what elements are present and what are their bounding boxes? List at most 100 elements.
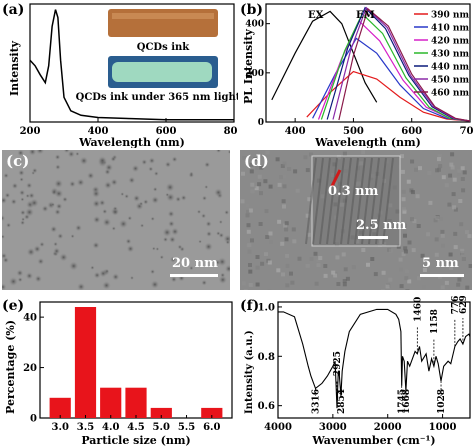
panel-e-bar: [150, 407, 172, 418]
panel-f-peak-label: 1028: [437, 389, 447, 414]
panel-e-ytick-label: 0: [30, 414, 37, 425]
panel-d-hrtem-image: (d) 0.3 nm 2.5 nm 5 nm: [240, 150, 472, 290]
panel-f-xticks: 4000 3000 2000 1000: [264, 414, 457, 433]
panel-b-ex-label: EX: [308, 10, 324, 21]
panel-f-peak-label: 1158: [430, 309, 440, 334]
panel-f-xtick-label: 3000: [319, 422, 347, 433]
panel-b-legend: 390 nm 410 nm 420 nm 430 nm 440 nm 450 nm 460 …: [414, 11, 469, 99]
panel-e-ytick-label: 40: [23, 313, 37, 324]
panel-a-xlabel: Wavelength (nm): [78, 136, 185, 148]
panel-e-xtick-label: 4.0: [102, 422, 119, 433]
panel-b-legend-label: 440 nm: [431, 63, 469, 73]
panel-d-scale-label: 5 nm: [422, 256, 459, 271]
panel-a-xtick-label: 200: [20, 126, 41, 137]
panel-f-peak-label: 1745: [398, 389, 408, 414]
panel-b-xtick-label: 400: [285, 126, 306, 137]
panel-e-ylabel: Percentage (%): [4, 320, 17, 414]
panel-f-peak-label: 2925: [333, 351, 343, 376]
panel-e-xtick-label: 3.5: [77, 422, 94, 433]
panel-a-frame: [29, 3, 235, 123]
panel-e-xtick-label: 5.5: [178, 422, 195, 433]
panel-e-bar: [100, 387, 122, 418]
panel-b-xtick-label: 500: [343, 126, 364, 137]
panel-c-scale-label: 20 nm: [172, 256, 218, 271]
panel-b-frame: [265, 3, 471, 123]
panel-e: (e) Percentage (%) 0 20 40 3.0 3.5 4.0 4.5 5.0…: [2, 298, 233, 446]
panel-b-series-460-nm: [338, 7, 471, 122]
panel-b-xticks: 400 500 600 700: [285, 118, 474, 137]
panel-d-scale-bar: [420, 274, 464, 277]
panel-f-ytick-label: 1.0: [258, 302, 275, 313]
panel-a-xtick-label: 400: [88, 126, 109, 137]
panel-f-peak-label: 1668: [402, 389, 412, 414]
panel-d-label: (d): [244, 152, 269, 170]
panel-b-ytick-label: 0: [258, 118, 264, 128]
panel-b-series-ex: [271, 10, 378, 103]
panel-a: (a) Intensity 200 400 600 800 Wavelength (n…: [2, 2, 238, 148]
panel-f-label: (f): [240, 298, 259, 314]
panel-b-lines: [271, 6, 471, 122]
panel-b-legend-label: 390 nm: [431, 11, 469, 21]
panel-f-xtick-label: 4000: [264, 422, 292, 433]
panel-e-xtick-label: 4.5: [127, 422, 144, 433]
panel-a-xticks: 200 400 600 800: [20, 118, 238, 137]
panel-b-ylabel: PL Intensity: [242, 28, 255, 104]
panel-c-tem-image: (c) 20 nm: [2, 150, 230, 290]
panel-b-legend-label: 450 nm: [431, 76, 469, 86]
panel-b-legend-label: 430 nm: [431, 50, 469, 60]
photo1-caption: QCDs ink: [137, 42, 191, 53]
panel-e-xticks: 3.0 3.5 4.0 4.5 5.0 5.5 6.0: [52, 415, 221, 433]
panel-c-label: (c): [6, 152, 30, 170]
panel-e-bar: [201, 407, 223, 418]
panel-a-absorption-line: [29, 9, 234, 121]
panel-b-series-390-nm: [306, 70, 471, 122]
panel-e-bar: [49, 397, 71, 418]
panel-e-xtick-label: 5.0: [153, 422, 170, 433]
panel-b-ytick-label: 200: [245, 69, 264, 79]
panel-b-series-440-nm: [326, 6, 471, 122]
panel-f-peak-label: 629: [459, 296, 469, 314]
panel-b-legend-label: 420 nm: [431, 37, 469, 47]
panel-b-ytick-label: 400: [245, 20, 264, 30]
panel-f-ftir-line: [278, 308, 471, 409]
panel-b-em-label: EM: [356, 10, 375, 21]
panel-b-series-450-nm: [332, 6, 471, 122]
panel-f-frame: [277, 301, 471, 419]
panel-f-peak-label: 1460: [413, 297, 423, 322]
photo-ink-vial-highlight: [112, 13, 214, 19]
panel-e-xlabel: Particle size (nm): [81, 434, 190, 446]
panel-f: (f) Intensity (a.u.) 0.6 0.8 1.0 4000 3000 2…: [240, 296, 471, 446]
panel-f-yticks: 0.6 0.8 1.0: [258, 302, 282, 412]
panel-b-legend-label: 410 nm: [431, 24, 469, 34]
panel-f-ylabel: Intensity (a.u.): [244, 330, 255, 414]
panel-b-label: (b): [240, 2, 263, 18]
panel-f-ytick-label: 0.8: [258, 352, 275, 363]
panel-b-xtick-label: 700: [460, 126, 474, 137]
panel-f-peak-label: 776: [451, 296, 461, 314]
panel-f-xtick-label: 1000: [429, 422, 457, 433]
panel-b-xlabel: Wavelength (nm): [314, 136, 421, 148]
panel-a-xtick-label: 600: [156, 126, 177, 137]
panel-b-yticks: 0 200 400: [245, 20, 270, 128]
panel-b: (b) PL Intensity 0 200 400 400 500 600 700 Wa…: [240, 2, 474, 148]
panel-f-peak-label: 3316: [312, 389, 322, 414]
panel-e-bar: [125, 387, 147, 418]
panel-e-xtick-label: 3.0: [52, 422, 69, 433]
photo2-caption: QCDs ink under 365 nm light: [76, 92, 238, 103]
panel-f-xtick-label: 2000: [374, 422, 402, 433]
panel-e-bars: [49, 307, 223, 418]
panel-f-peak-label: 2854: [337, 389, 347, 414]
panel-f-ytick-label: 0.6: [258, 401, 275, 412]
panel-e-xtick-label: 6.0: [203, 422, 220, 433]
panel-e-yticks: 0 20 40: [23, 313, 44, 425]
panel-e-label: (e): [2, 298, 24, 314]
panel-a-ylabel: Intensity: [8, 40, 21, 96]
panel-d-inset-scale-label: 2.5 nm: [356, 218, 407, 233]
panel-d-lattice-label: 0.3 nm: [328, 184, 379, 199]
panel-b-xtick-label: 600: [401, 126, 422, 137]
panel-a-label: (a): [2, 2, 24, 18]
panel-f-xlabel: Wavenumber (cm⁻¹): [311, 434, 435, 446]
photo-uv-vial: [112, 62, 212, 82]
